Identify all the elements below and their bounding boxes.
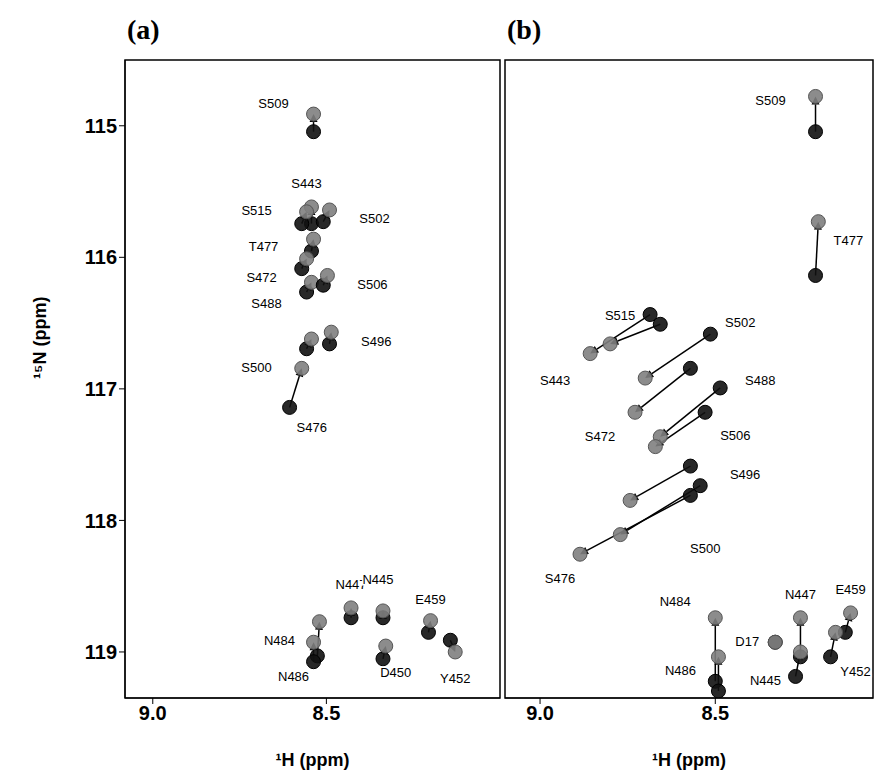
- svg-text:T477: T477: [834, 233, 864, 248]
- svg-text:D450: D450: [380, 665, 411, 680]
- svg-text:S502: S502: [725, 315, 755, 330]
- svg-text:D17: D17: [735, 634, 759, 649]
- svg-text:E459: E459: [835, 582, 865, 597]
- svg-text:S500: S500: [690, 541, 720, 556]
- svg-text:N445: N445: [750, 673, 781, 688]
- svg-text:¹H (ppm): ¹H (ppm): [276, 750, 350, 770]
- svg-text:T477: T477: [249, 239, 279, 254]
- svg-text:9.0: 9.0: [526, 702, 554, 724]
- html-text:(a): (a): [127, 14, 160, 45]
- svg-text:8.5: 8.5: [701, 702, 729, 724]
- svg-text:S443: S443: [291, 176, 321, 191]
- svg-text:116: 116: [85, 246, 117, 268]
- svg-text:S496: S496: [730, 467, 760, 482]
- svg-text:N484: N484: [264, 633, 295, 648]
- svg-text:N484: N484: [660, 594, 691, 609]
- svg-text:S502: S502: [359, 211, 389, 226]
- svg-text:N447: N447: [785, 587, 816, 602]
- svg-text:S476: S476: [545, 571, 575, 586]
- svg-text:9.0: 9.0: [139, 702, 167, 724]
- svg-text:S509: S509: [258, 96, 288, 111]
- svg-text:S472: S472: [585, 429, 615, 444]
- svg-text:¹H (ppm): ¹H (ppm): [652, 750, 726, 770]
- svg-text:S496: S496: [361, 334, 391, 349]
- svg-text:S515: S515: [241, 203, 271, 218]
- svg-text:S476: S476: [297, 420, 327, 435]
- svg-text:S506: S506: [357, 277, 387, 292]
- svg-text:Y452: Y452: [440, 671, 470, 686]
- svg-text:S472: S472: [246, 270, 276, 285]
- svg-text:115: 115: [85, 115, 117, 137]
- svg-text:S488: S488: [745, 373, 775, 388]
- svg-text:S515: S515: [605, 308, 635, 323]
- svg-text:8.5: 8.5: [312, 702, 340, 724]
- svg-text:S488: S488: [251, 296, 281, 311]
- svg-text:118: 118: [85, 510, 117, 532]
- svg-text:S506: S506: [720, 428, 750, 443]
- svg-text:N486: N486: [665, 663, 696, 678]
- svg-text:S443: S443: [540, 373, 570, 388]
- svg-text:S509: S509: [755, 93, 785, 108]
- svg-text:N486: N486: [278, 669, 309, 684]
- svg-text:Y452: Y452: [840, 664, 870, 679]
- svg-text:¹⁵N (ppm): ¹⁵N (ppm): [30, 297, 50, 379]
- svg-text:N445: N445: [362, 572, 393, 587]
- svg-text:S500: S500: [241, 360, 271, 375]
- svg-text:117: 117: [85, 378, 117, 400]
- svg-text:N447: N447: [335, 577, 367, 593]
- svg-text:E459: E459: [415, 592, 445, 607]
- html-text:(b): (b): [507, 14, 542, 45]
- svg-text:119: 119: [85, 641, 117, 663]
